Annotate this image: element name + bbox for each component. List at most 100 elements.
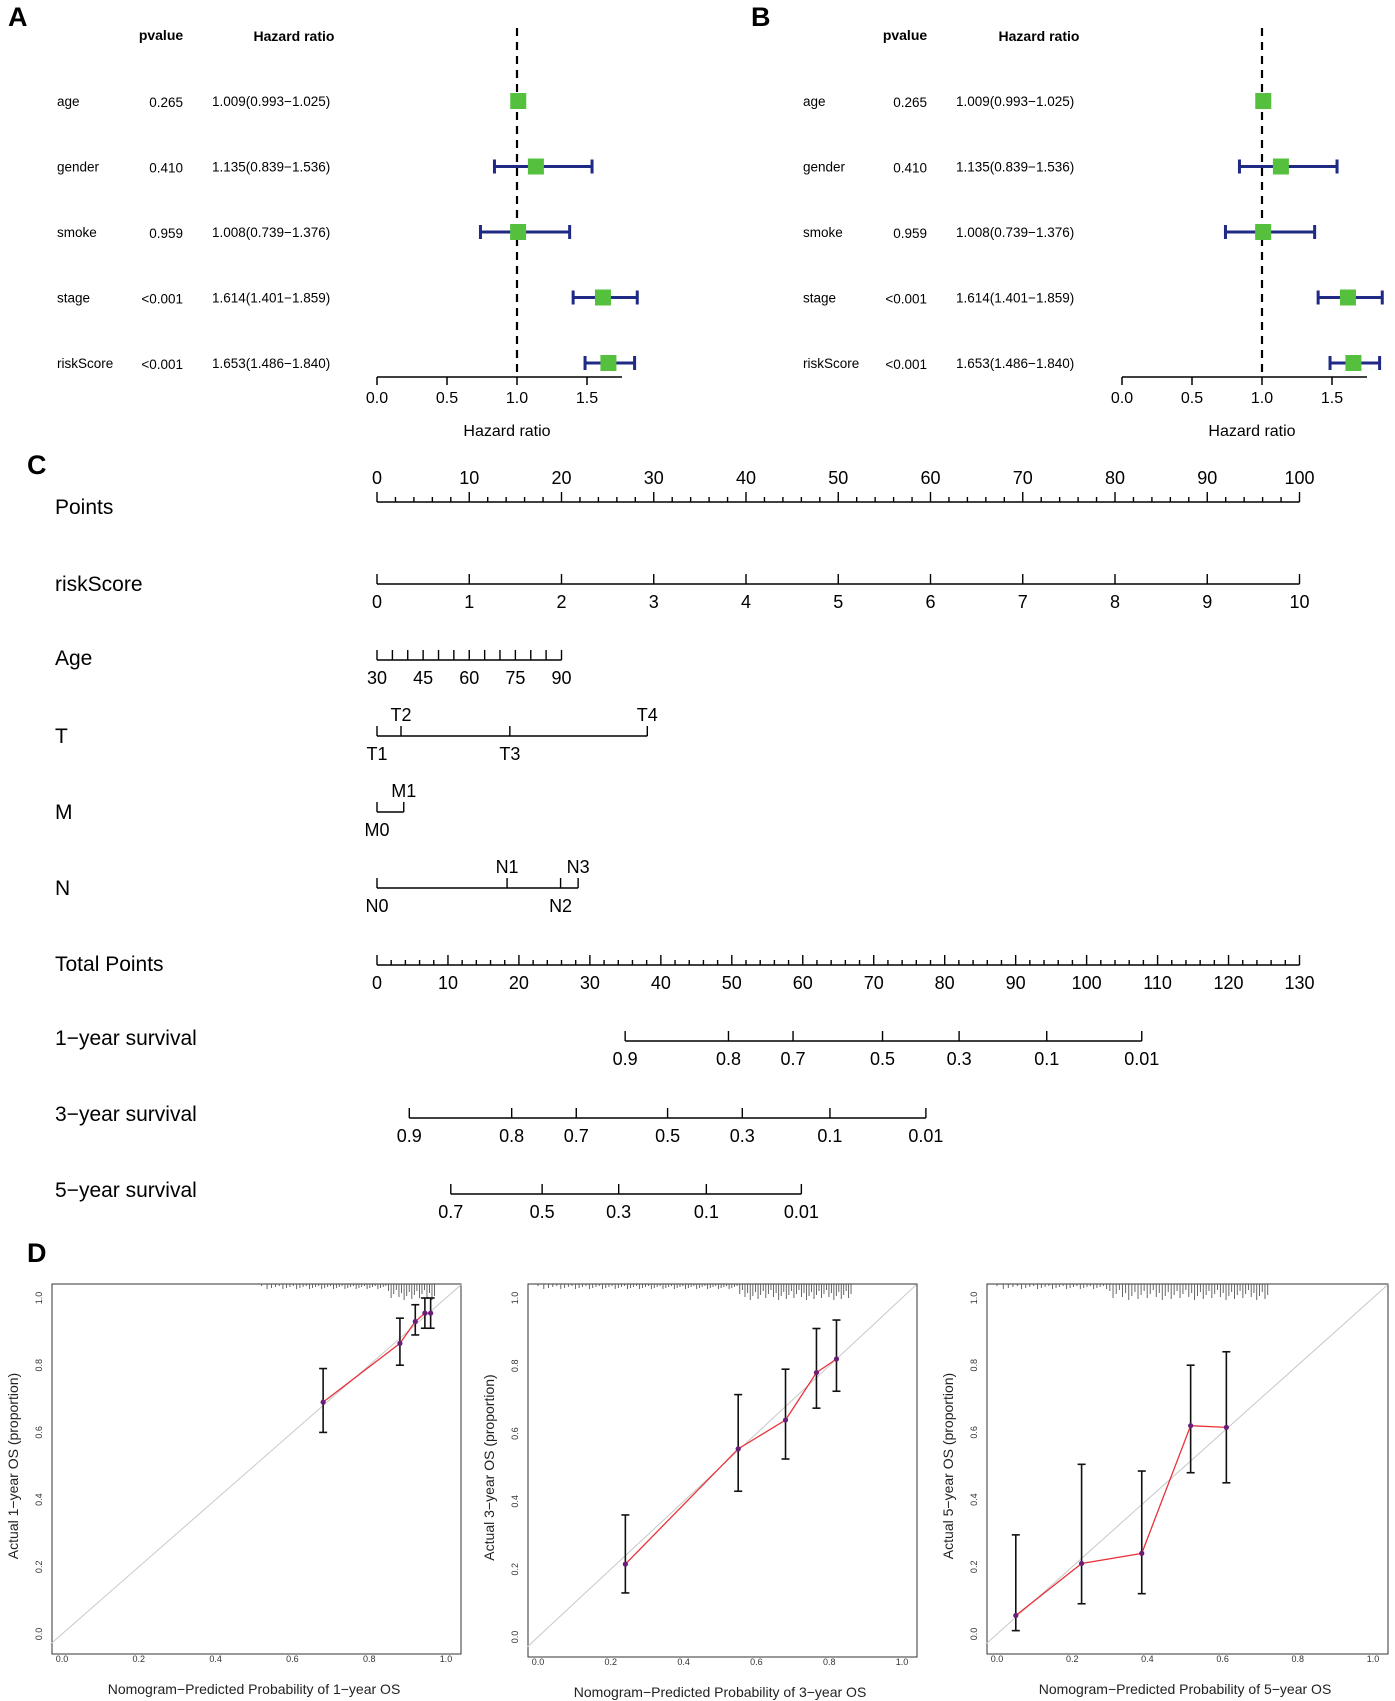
x-tick-label: 1.0 bbox=[506, 390, 528, 407]
x-tick-label: 0.0 bbox=[366, 390, 388, 407]
x-tick-label: 0.8 bbox=[823, 1657, 836, 1667]
row-label: riskScore bbox=[803, 356, 859, 371]
y-axis-title: Actual 5−year OS (proportion) bbox=[940, 1373, 956, 1559]
plot-frame bbox=[527, 1283, 918, 1658]
row-hr-text: 1.135(0.839−1.536) bbox=[212, 160, 330, 175]
nomogram-tick-label: 0.7 bbox=[438, 1202, 463, 1222]
row-hr-text: 1.135(0.839−1.536) bbox=[956, 160, 1074, 175]
nomogram-tick-label: 50 bbox=[722, 973, 742, 993]
y-tick-label: 0.6 bbox=[34, 1426, 44, 1439]
x-tick-label: 0.0 bbox=[1111, 390, 1133, 407]
row-pvalue: 0.265 bbox=[893, 95, 927, 110]
hr-square bbox=[1345, 355, 1362, 371]
calibration-point bbox=[1013, 1612, 1019, 1619]
nomogram-row-label: M bbox=[55, 801, 73, 824]
y-tick-label: 0.0 bbox=[969, 1628, 979, 1641]
y-tick-label: 1.0 bbox=[510, 1292, 520, 1305]
row-hr-text: 1.653(1.486−1.840) bbox=[212, 356, 330, 371]
plot-frame bbox=[51, 1283, 462, 1655]
calibration-plot-3-year: 0.0 0.0 0.2 0.2 0.4 0.4 0.6 0.6 0.8 0.8 1.0 1.0 Nomo… bbox=[481, 1283, 918, 1700]
nomogram-tick-label: 0.3 bbox=[947, 1049, 972, 1069]
nomogram-row-label: Total Points bbox=[55, 953, 164, 976]
row-pvalue: 0.265 bbox=[149, 95, 183, 110]
y-tick-label: 0.0 bbox=[510, 1631, 520, 1644]
nomogram-tick-label: 60 bbox=[459, 668, 479, 688]
x-tick-label: 0.5 bbox=[436, 390, 458, 407]
header-hazard-ratio: Hazard ratio bbox=[999, 28, 1080, 44]
hr-square bbox=[527, 158, 544, 175]
x-tick-label: 1.5 bbox=[1321, 390, 1343, 407]
nomogram-row-label: N bbox=[55, 877, 70, 900]
calibration-point bbox=[622, 1561, 628, 1567]
nomogram-tick-label: 0.01 bbox=[784, 1202, 819, 1222]
calibration-point bbox=[412, 1318, 418, 1325]
x-tick-label: 1.0 bbox=[1367, 1654, 1380, 1664]
nomogram-row-label: 3−year survival bbox=[55, 1103, 197, 1126]
nomogram-tick-label: 70 bbox=[1013, 468, 1033, 488]
y-tick-label: 0.2 bbox=[510, 1563, 520, 1576]
nomogram-tick-label: T4 bbox=[637, 705, 658, 725]
nomogram-tick-label: 10 bbox=[438, 973, 458, 993]
y-tick-label: 0.8 bbox=[510, 1360, 520, 1373]
hr-square bbox=[600, 355, 617, 371]
calibration-point bbox=[397, 1340, 403, 1346]
nomogram-tick-label: 4 bbox=[741, 592, 751, 612]
nomogram-tick-label: N3 bbox=[567, 857, 590, 877]
y-tick-label: 1.0 bbox=[34, 1292, 44, 1305]
row-label: stage bbox=[803, 291, 836, 306]
row-pvalue: <0.001 bbox=[885, 357, 927, 372]
nomogram-tick-label: 10 bbox=[459, 468, 479, 488]
x-tick-label: 0.4 bbox=[209, 1654, 222, 1664]
nomogram-row-label: T bbox=[55, 725, 68, 748]
header-pvalue: pvalue bbox=[883, 27, 928, 43]
y-tick-label: 0.4 bbox=[510, 1495, 520, 1508]
panel-label-a: A bbox=[8, 2, 28, 32]
nomogram-tick-label: 0 bbox=[372, 973, 382, 993]
header-hazard-ratio: Hazard ratio bbox=[254, 28, 335, 44]
hr-square bbox=[1255, 93, 1272, 109]
nomogram-row-label: 5−year survival bbox=[55, 1179, 197, 1202]
nomogram-tick-label: N0 bbox=[365, 896, 388, 916]
nomogram-tick-label: 110 bbox=[1143, 973, 1172, 993]
x-tick-label: 0.2 bbox=[1066, 1654, 1079, 1664]
nomogram-tick-label: 90 bbox=[1006, 973, 1026, 993]
nomogram-tick-label: 0.7 bbox=[564, 1126, 589, 1146]
calibration-point bbox=[1223, 1424, 1229, 1430]
x-tick-label: 0.0 bbox=[56, 1654, 69, 1664]
row-hr-text: 1.009(0.993−1.025) bbox=[956, 94, 1074, 109]
row-hr-text: 1.008(0.739−1.376) bbox=[956, 225, 1074, 240]
y-axis-title: Actual 1−year OS (proportion) bbox=[5, 1373, 21, 1559]
nomogram-tick-label: 90 bbox=[1197, 468, 1217, 488]
y-tick-label: 0.8 bbox=[969, 1359, 979, 1372]
nomogram-tick-label: 0.8 bbox=[499, 1126, 524, 1146]
x-tick-label: 0.6 bbox=[1216, 1654, 1229, 1664]
row-label: age bbox=[803, 94, 826, 109]
row-label: age bbox=[57, 94, 80, 109]
y-axis-title: Actual 3−year OS (proportion) bbox=[481, 1374, 497, 1560]
plot-frame bbox=[986, 1283, 1389, 1655]
nomogram-tick-label: 5 bbox=[833, 592, 843, 612]
nomogram-tick-label: 30 bbox=[580, 973, 600, 993]
nomogram-tick-label: M0 bbox=[364, 820, 389, 840]
nomogram-tick-label: 0.01 bbox=[1124, 1049, 1159, 1069]
nomogram-tick-label: 40 bbox=[736, 468, 756, 488]
calibration-plot-5-year: 0.0 0.0 0.2 0.2 0.4 0.4 0.6 0.6 0.8 0.8 1.0 1.0 Nomo… bbox=[940, 1283, 1389, 1697]
nomogram-tick-label: 80 bbox=[935, 973, 955, 993]
nomogram-tick-label: T2 bbox=[390, 705, 411, 725]
x-tick-label: 0.8 bbox=[1292, 1654, 1305, 1664]
nomogram-tick-label: 80 bbox=[1105, 468, 1125, 488]
calibration-point bbox=[782, 1417, 789, 1423]
nomogram-tick-label: 8 bbox=[1110, 592, 1120, 612]
nomogram-tick-label: 7 bbox=[1018, 592, 1028, 612]
x-tick-label: 0.4 bbox=[677, 1657, 690, 1667]
row-label: smoke bbox=[57, 225, 97, 240]
hr-square bbox=[594, 289, 611, 306]
row-pvalue: <0.001 bbox=[885, 292, 927, 307]
x-tick-label: 1.0 bbox=[1251, 390, 1273, 407]
y-tick-label: 0.4 bbox=[34, 1493, 44, 1506]
forest-plot-b: pvalue Hazard ratio age 0.265 1.009(0.993−1.… bbox=[803, 27, 1384, 440]
nomogram-tick-label: 50 bbox=[828, 468, 848, 488]
calibration-point bbox=[320, 1399, 326, 1405]
row-pvalue: 0.959 bbox=[893, 226, 927, 241]
